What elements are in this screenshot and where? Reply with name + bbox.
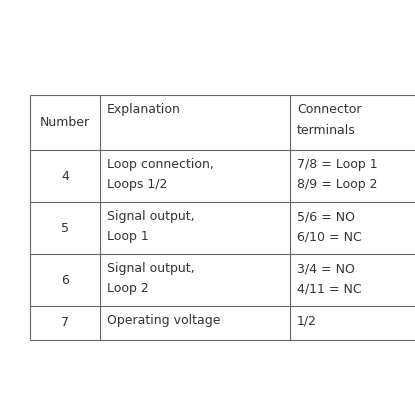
Text: Explanation: Explanation (107, 103, 181, 116)
Text: 3/4 = NO
4/11 = NC: 3/4 = NO 4/11 = NC (297, 262, 361, 295)
Text: 5: 5 (61, 222, 69, 234)
Text: 7: 7 (61, 317, 69, 330)
Text: Signal output,
Loop 2: Signal output, Loop 2 (107, 262, 195, 295)
Text: Number: Number (40, 116, 90, 129)
Text: Connector
terminals: Connector terminals (297, 103, 361, 137)
Text: 6: 6 (61, 273, 69, 286)
Text: 7/8 = Loop 1
8/9 = Loop 2: 7/8 = Loop 1 8/9 = Loop 2 (297, 158, 378, 191)
Bar (30, 95, 415, 340)
Text: 5/6 = NO
6/10 = NC: 5/6 = NO 6/10 = NC (297, 210, 362, 243)
Text: Loop connection,
Loops 1/2: Loop connection, Loops 1/2 (107, 158, 214, 191)
Text: 1/2: 1/2 (297, 314, 317, 327)
Text: 4: 4 (61, 169, 69, 183)
Text: Signal output,
Loop 1: Signal output, Loop 1 (107, 210, 195, 243)
Text: Operating voltage: Operating voltage (107, 314, 220, 327)
